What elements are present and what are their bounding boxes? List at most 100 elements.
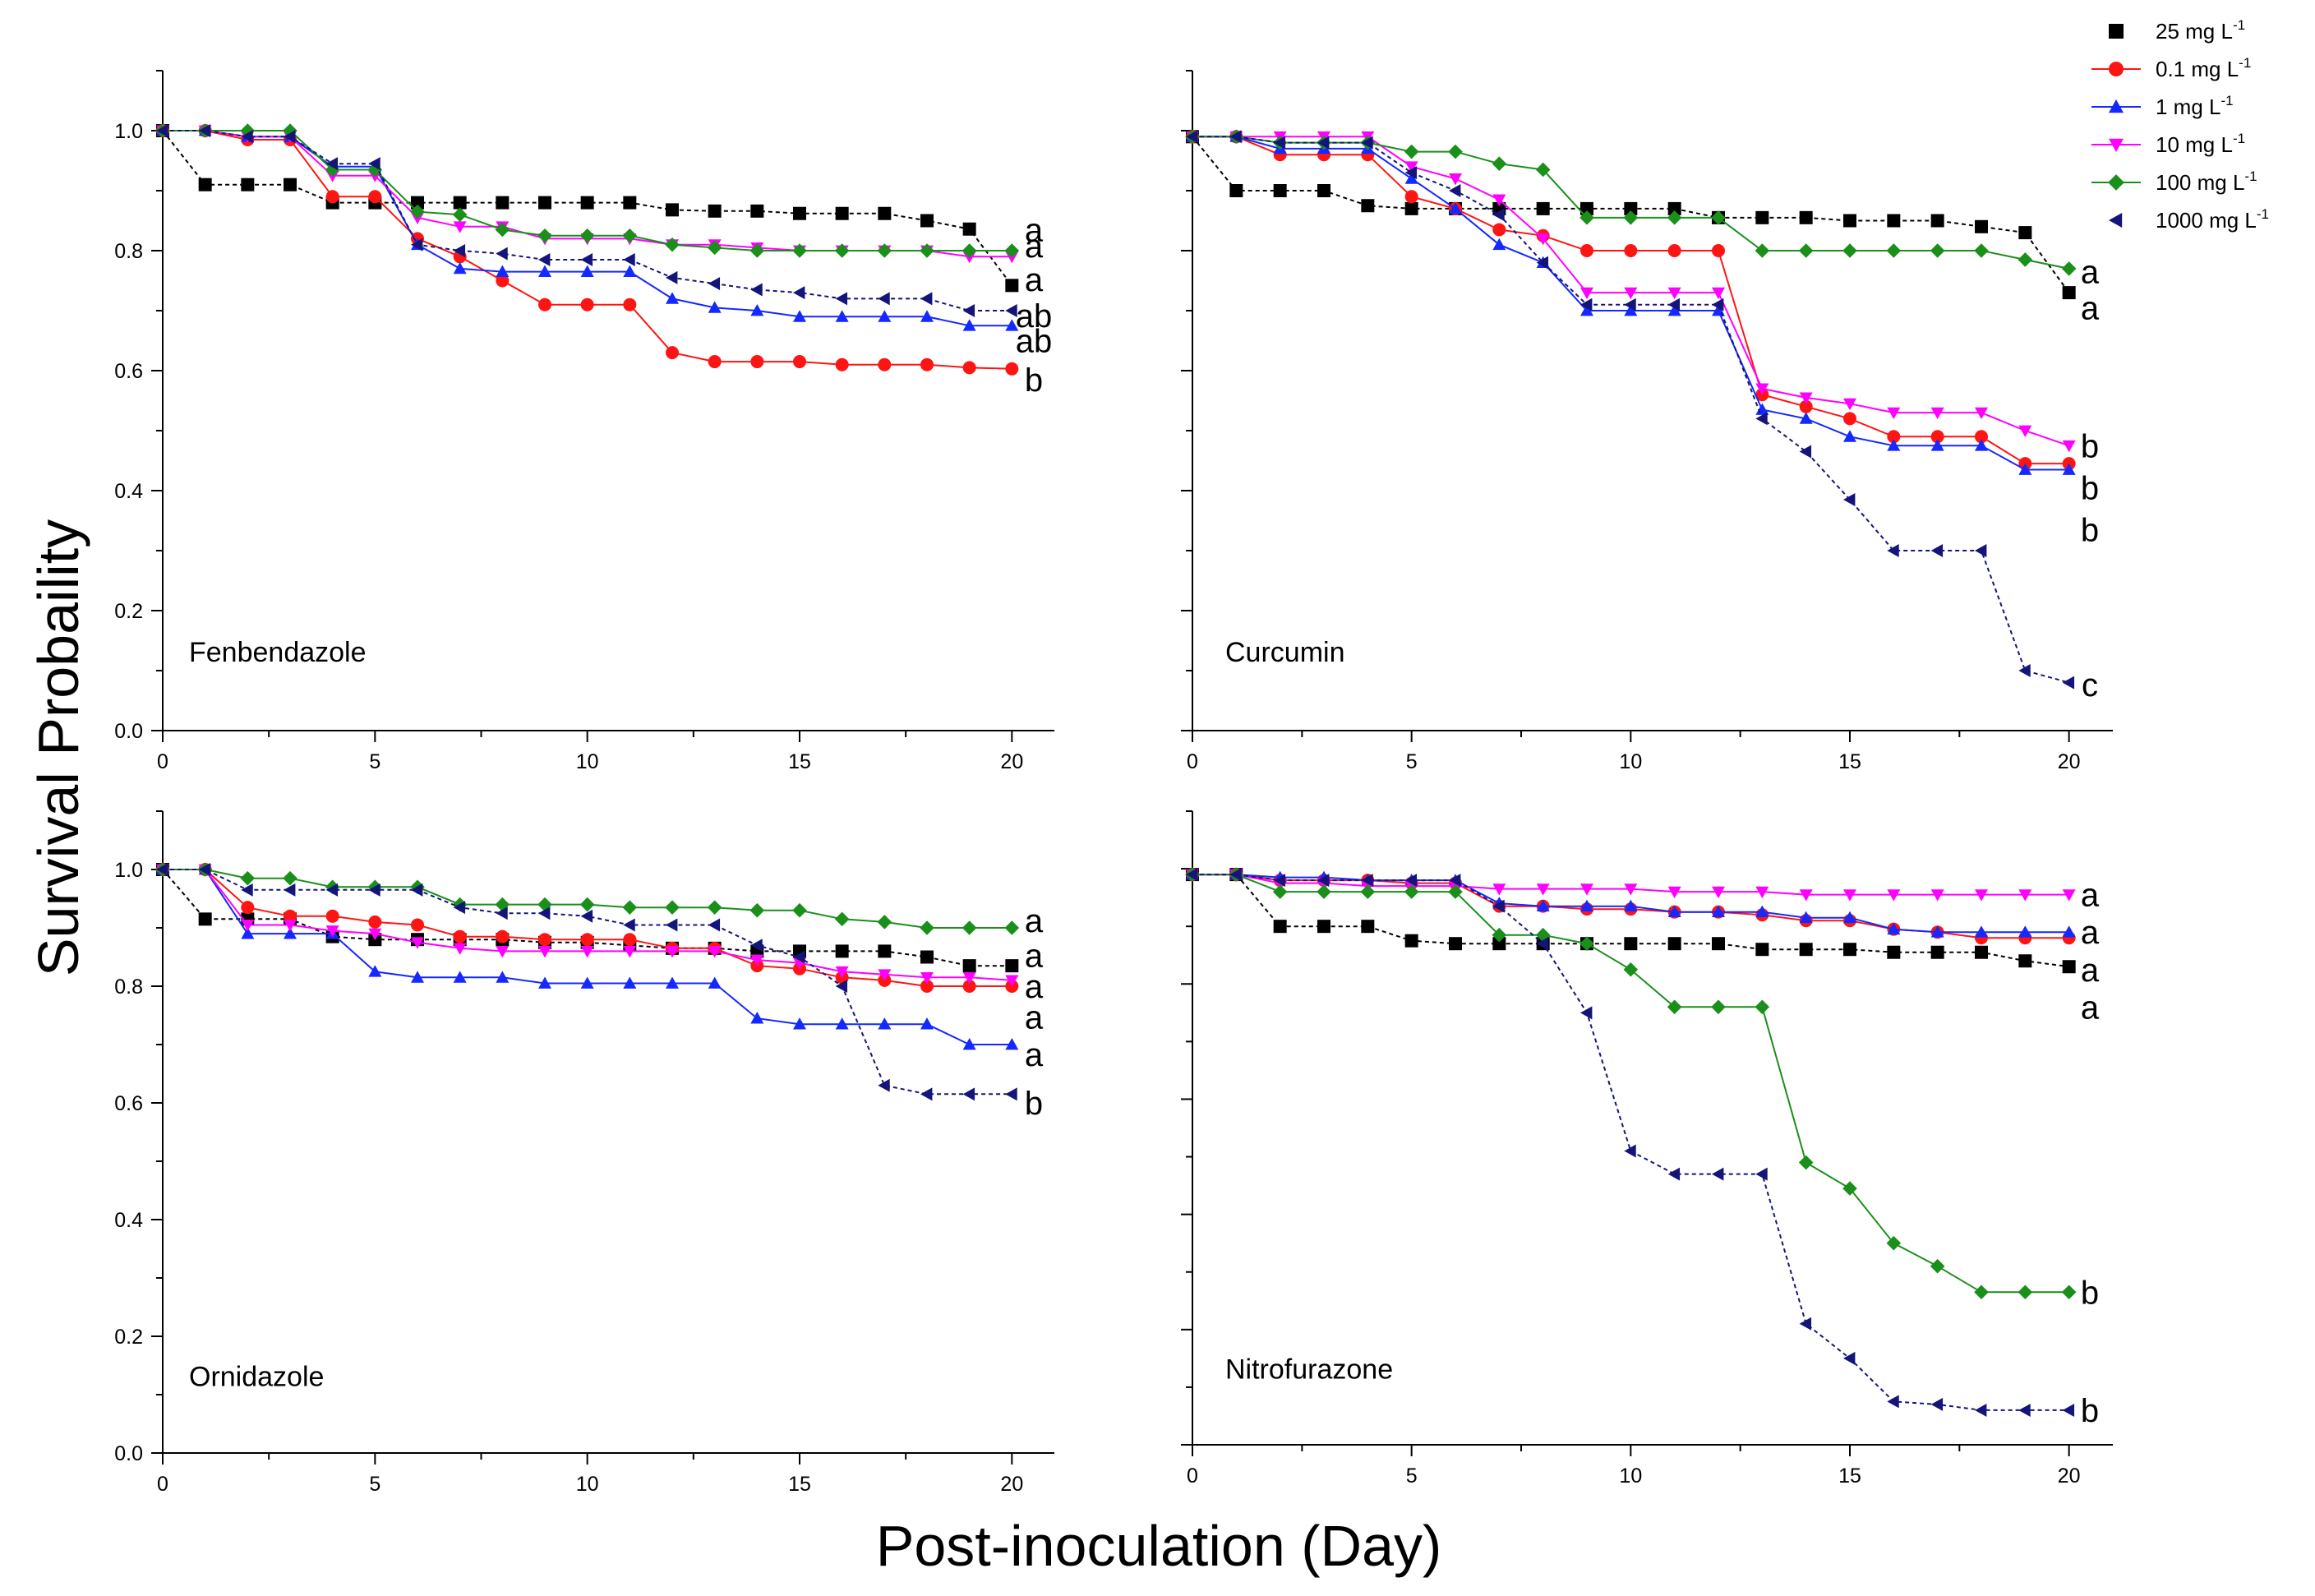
data-point — [1317, 136, 1330, 150]
data-point — [2062, 1403, 2075, 1417]
series-1000-mg-l-1 — [1186, 130, 2075, 690]
data-point — [1887, 439, 1901, 451]
data-point — [1624, 1144, 1636, 1158]
data-point — [284, 927, 297, 939]
y-tick-label: 0.0 — [114, 1442, 143, 1465]
data-point — [452, 207, 468, 222]
data-point — [325, 157, 339, 171]
data-point — [1930, 544, 1944, 557]
data-point — [580, 265, 594, 277]
data-point — [453, 221, 467, 233]
series-0-1-mg-l-1 — [156, 863, 1019, 993]
data-point — [1624, 304, 1638, 316]
data-point — [835, 944, 849, 958]
data-point — [1667, 287, 1681, 300]
data-point — [1361, 199, 1375, 213]
panels: 0 5 10 15 200.00.20.40.60.81.0Fenbendazoleaa… — [114, 70, 2113, 1496]
significance-letter: a — [1025, 212, 1044, 248]
data-point — [750, 954, 764, 967]
data-point — [623, 252, 635, 266]
data-point — [1273, 136, 1286, 150]
data-point — [1887, 430, 1901, 444]
data-point — [2018, 954, 2032, 968]
data-point — [878, 357, 892, 371]
data-point — [2018, 252, 2033, 267]
data-point — [1712, 886, 1725, 899]
data-point — [1404, 166, 1418, 180]
data-point — [496, 274, 510, 288]
data-point — [623, 946, 637, 958]
data-point — [496, 247, 508, 261]
legend-item-1-mg-l-1: 1 mg L-1 — [2091, 93, 2234, 119]
data-point — [1843, 943, 1856, 957]
data-point — [1449, 173, 1462, 186]
legend-label-sup: -1 — [2239, 55, 2251, 71]
data-point — [1843, 889, 1856, 902]
data-point — [835, 980, 848, 993]
data-point — [1624, 298, 1636, 311]
data-point — [2062, 286, 2076, 300]
data-point — [538, 946, 551, 958]
data-point — [1624, 899, 1638, 912]
data-point — [878, 310, 892, 322]
data-point — [623, 196, 637, 210]
data-point — [1799, 392, 1813, 404]
data-point — [665, 237, 680, 252]
data-point — [1712, 287, 1725, 300]
series-10-mg-l-1 — [1186, 869, 2076, 902]
data-point — [666, 292, 679, 304]
x-tick-label: 20 — [1000, 750, 1023, 773]
data-point — [1580, 298, 1593, 311]
data-point — [1536, 233, 1550, 246]
data-point — [1492, 223, 1506, 237]
data-point — [1930, 889, 1944, 902]
significance-letter: a — [2081, 915, 2100, 951]
data-point — [1843, 430, 1856, 442]
data-point — [1930, 945, 1944, 959]
significance-letter: b — [2081, 428, 2099, 464]
data-point — [2018, 1285, 2033, 1300]
data-point — [241, 920, 255, 932]
data-point — [156, 124, 168, 137]
data-point — [368, 190, 382, 204]
data-point — [1404, 161, 1418, 173]
data-point — [1005, 279, 1019, 293]
data-point — [538, 196, 551, 210]
data-point — [1536, 201, 1550, 215]
data-point — [538, 252, 551, 266]
data-point — [1667, 1167, 1681, 1181]
data-point — [1186, 130, 1198, 144]
data-point — [1535, 162, 1551, 178]
data-point — [325, 883, 339, 897]
legend-marker — [2108, 174, 2124, 191]
legend-marker — [2109, 62, 2124, 76]
data-point — [1317, 874, 1330, 888]
data-point — [1005, 362, 1019, 376]
data-point — [920, 292, 933, 306]
x-tick-label: 10 — [576, 1473, 599, 1496]
data-point — [325, 925, 339, 938]
data-point — [1624, 201, 1638, 215]
data-point — [1887, 1395, 1899, 1409]
series-10-mg-l-1 — [1186, 131, 2076, 453]
series-0-1-mg-l-1 — [1186, 130, 2076, 471]
data-point — [1448, 884, 1463, 899]
series-1000-mg-l-1 — [156, 124, 1017, 317]
data-point — [538, 976, 551, 989]
data-point — [1667, 244, 1681, 257]
x-tick-label: 20 — [1000, 1473, 1023, 1496]
data-point — [708, 355, 722, 369]
data-point — [1536, 256, 1549, 270]
data-point — [962, 920, 977, 935]
data-point — [1798, 243, 1814, 258]
data-point — [284, 178, 297, 191]
data-point — [1930, 925, 1944, 938]
data-point — [2061, 261, 2077, 276]
significance-letter: a — [1025, 969, 1044, 1005]
data-point — [1624, 287, 1638, 300]
data-point — [920, 1087, 933, 1101]
data-point — [1798, 1155, 1814, 1170]
x-tick-label: 15 — [788, 1473, 811, 1496]
data-point — [368, 965, 382, 977]
data-point — [1712, 905, 1725, 918]
